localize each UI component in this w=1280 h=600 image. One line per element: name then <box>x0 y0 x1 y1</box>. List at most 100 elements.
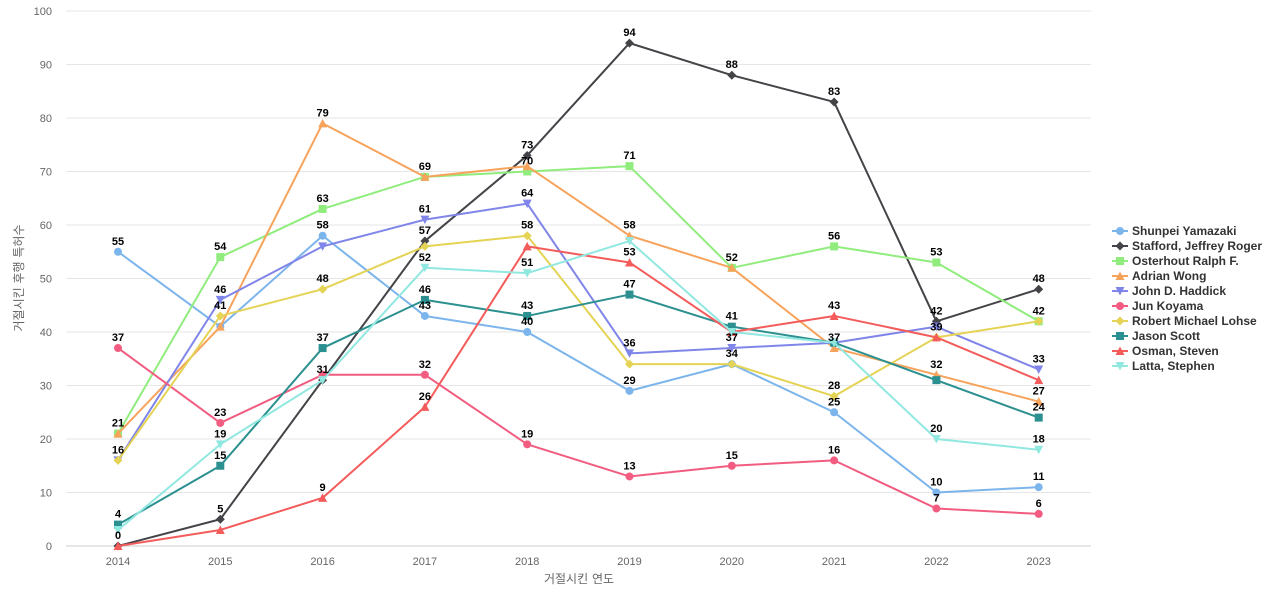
data-point <box>829 338 839 348</box>
data-label: 46 <box>214 284 226 296</box>
data-label: 43 <box>419 300 431 312</box>
data-point <box>318 242 328 251</box>
data-label: 19 <box>214 428 226 440</box>
data-point <box>931 435 941 444</box>
data-label: 34 <box>726 348 739 360</box>
y-axis-title: 거절시킨 후행 특허수 <box>11 225 26 332</box>
data-label: 73 <box>521 139 533 151</box>
data-point <box>625 386 634 395</box>
data-point <box>625 349 634 358</box>
legend-label: Adrian Wong <box>1132 269 1206 283</box>
legend-marker <box>1115 316 1125 326</box>
legend-item[interactable]: Latta, Stephen <box>1112 359 1215 373</box>
data-point <box>318 118 328 128</box>
data-point <box>727 322 736 331</box>
data-point <box>420 311 429 320</box>
data-point <box>931 332 941 342</box>
data-point <box>625 359 634 369</box>
data-label: 42 <box>1033 305 1045 317</box>
y-tick-label: 10 <box>40 488 52 500</box>
data-point <box>830 456 839 465</box>
data-label: 29 <box>623 375 635 387</box>
data-point <box>829 343 839 353</box>
data-label: 39 <box>930 321 942 333</box>
legend-item[interactable]: Jun Koyama <box>1112 299 1204 313</box>
data-point <box>1034 365 1044 374</box>
data-label: 41 <box>726 311 738 323</box>
data-label: 16 <box>112 444 124 456</box>
legend-marker <box>1115 346 1125 355</box>
data-point <box>216 253 225 262</box>
x-tick-label: 2020 <box>720 556 744 568</box>
data-label: 31 <box>316 364 328 376</box>
legend-marker <box>1116 227 1124 235</box>
data-point <box>1034 509 1043 518</box>
legend-item[interactable]: Jason Scott <box>1112 329 1200 343</box>
legend-marker <box>1116 332 1124 340</box>
x-tick-label: 2019 <box>617 556 641 568</box>
data-point <box>522 269 532 278</box>
data-label: 32 <box>930 359 942 371</box>
legend-item[interactable]: Robert Michael Lohse <box>1112 314 1257 328</box>
legend-item[interactable]: Shunpei Yamazaki <box>1112 224 1237 238</box>
y-tick-label: 100 <box>34 6 52 18</box>
data-point <box>523 311 532 320</box>
legend-item[interactable]: Stafford, Jeffrey Roger <box>1112 239 1262 253</box>
data-point <box>932 504 941 513</box>
data-label: 0 <box>115 530 121 542</box>
x-tick-label: 2022 <box>924 556 948 568</box>
data-label: 7 <box>933 493 939 505</box>
data-label: 11 <box>1033 471 1045 483</box>
series-line <box>117 202 1040 461</box>
legend-label: Osterhout Ralph F. <box>1132 254 1239 268</box>
data-label: 9 <box>320 482 326 494</box>
data-point <box>625 162 634 171</box>
data-point <box>625 472 634 481</box>
data-point <box>215 322 225 331</box>
data-label: 57 <box>419 225 431 237</box>
data-point <box>727 328 737 337</box>
data-point <box>727 461 736 470</box>
data-label: 32 <box>419 359 431 371</box>
data-labels: 5540213716544641231915579635848373196961… <box>112 27 1046 542</box>
data-label: 43 <box>828 300 840 312</box>
data-point <box>1034 483 1043 492</box>
data-label: 16 <box>828 444 840 456</box>
data-point <box>625 257 634 267</box>
data-label: 61 <box>419 204 431 216</box>
data-label: 21 <box>112 418 124 430</box>
data-point <box>727 70 737 80</box>
legend-marker <box>1116 257 1124 265</box>
data-label: 48 <box>316 273 328 285</box>
data-point <box>420 402 430 411</box>
legend-item[interactable]: Osman, Steven <box>1112 344 1219 358</box>
data-label: 24 <box>1033 402 1046 414</box>
data-point <box>829 311 839 320</box>
data-point <box>113 525 123 535</box>
data-point <box>215 311 225 321</box>
y-tick-label: 80 <box>40 113 52 125</box>
data-point <box>420 172 430 181</box>
data-label: 70 <box>521 156 533 168</box>
x-tick-label: 2021 <box>822 556 846 568</box>
legend-marker <box>1115 241 1125 251</box>
legend-marker <box>1115 271 1125 280</box>
legend-item[interactable]: Osterhout Ralph F. <box>1112 254 1239 268</box>
data-label: 15 <box>214 450 226 462</box>
data-label: 13 <box>623 460 635 472</box>
legend-item[interactable]: Adrian Wong <box>1112 269 1206 283</box>
legend-label: Jason Scott <box>1132 329 1200 343</box>
series-shunpei-yamazaki <box>114 231 1043 497</box>
data-label: 41 <box>214 300 226 312</box>
data-label: 63 <box>316 193 328 205</box>
legend-label: Stafford, Jeffrey Roger <box>1132 239 1262 253</box>
data-label: 83 <box>828 86 840 98</box>
data-label: 94 <box>623 27 636 39</box>
data-point <box>420 215 430 225</box>
data-point <box>420 295 429 304</box>
data-point <box>215 525 225 534</box>
series-line <box>117 293 1040 526</box>
data-point <box>523 440 532 449</box>
legend-item[interactable]: John D. Haddick <box>1112 284 1226 298</box>
